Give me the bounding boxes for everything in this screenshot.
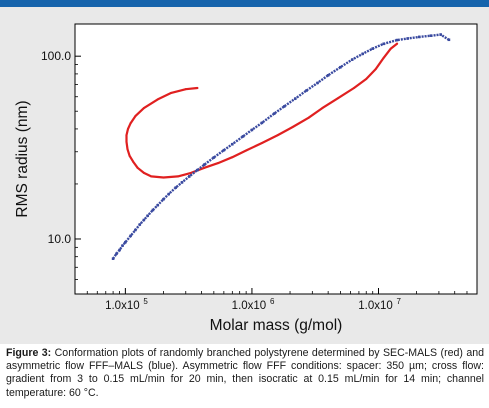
x-tick-label: 1.0x10 (105, 300, 140, 312)
sec-mals-point (184, 88, 187, 91)
sec-mals-point (203, 166, 206, 169)
aff-mals-point (231, 142, 234, 146)
y-tick-label: 10.0 (48, 232, 72, 246)
sec-mals-point (196, 86, 199, 89)
sec-mals-point (170, 91, 173, 94)
aff-mals-point (350, 58, 354, 61)
aff-mals-point (138, 223, 142, 226)
aff-mals-point (250, 128, 254, 132)
sec-mals-point (321, 107, 324, 110)
sec-mals-point (189, 171, 192, 174)
sec-mals-point (127, 127, 130, 130)
aff-mals-point (361, 52, 364, 56)
aff-mals-point (316, 81, 319, 85)
aff-mals-point (293, 97, 297, 100)
sec-mals-point (217, 162, 220, 165)
aff-mals-point (429, 34, 433, 37)
aff-mals-point (447, 38, 451, 42)
aff-mals-point (212, 156, 216, 159)
sec-mals-point (150, 175, 153, 178)
sec-mals-point (176, 175, 179, 178)
sec-mals-point (134, 115, 137, 118)
aff-mals-point (111, 257, 115, 260)
aff-mals-point (326, 74, 330, 77)
aff-mals-point (156, 203, 159, 207)
sec-mals-point (126, 148, 129, 151)
caption-label: Figure 3: (6, 347, 52, 359)
aff-mals-point (305, 89, 308, 92)
aff-mals-point (146, 214, 149, 218)
aff-mals-point (167, 192, 171, 196)
aff-mals-point (282, 105, 286, 108)
sec-mals-point (136, 166, 139, 169)
sec-mals-point (291, 125, 294, 128)
aff-mals-point (174, 186, 178, 189)
sec-mals-point (276, 134, 279, 137)
aff-mals-point (180, 181, 184, 184)
aff-mals-point (371, 47, 375, 50)
x-axis-title: Molar mass (g/mol) (210, 317, 343, 334)
x-tick-exponent: 6 (270, 297, 275, 306)
aff-mals-point (406, 37, 409, 40)
aff-mals-point (124, 240, 127, 244)
aff-mals-point (162, 197, 165, 201)
x-tick-label: 1.0x10 (358, 300, 393, 312)
sec-mals-point (365, 78, 368, 81)
y-axis-title: RMS radius (nm) (14, 100, 31, 217)
sec-mals-point (132, 160, 135, 163)
sec-mals-point (337, 97, 340, 100)
aff-mals-point (339, 65, 342, 69)
sec-mals-point (352, 86, 355, 89)
sec-mals-point (128, 154, 131, 157)
aff-mals-point (118, 248, 121, 252)
sec-mals-point (231, 156, 234, 159)
sec-mals-point (245, 149, 248, 152)
aff-mals-point (142, 218, 146, 222)
aff-mals-point (395, 38, 399, 42)
aff-mals-point (439, 33, 443, 36)
aff-mals-point (241, 135, 245, 138)
sec-mals-point (389, 47, 392, 50)
sec-mals-point (142, 171, 145, 174)
aff-mals-point (151, 208, 155, 212)
aff-mals-point (260, 121, 264, 125)
sec-mals-point (382, 56, 385, 59)
aff-mals-point (222, 148, 226, 152)
sec-mals-point (125, 134, 128, 137)
top-accent-bar (0, 0, 489, 7)
sec-mals-point (374, 68, 377, 71)
plot-area (74, 23, 478, 295)
sec-mals-point (307, 116, 310, 119)
sec-mals-point (162, 176, 165, 179)
aff-mals-point (121, 244, 124, 247)
aff-mals-point (202, 163, 206, 166)
aff-mals-point (382, 42, 386, 46)
aff-mals-point (188, 175, 191, 178)
aff-mals-point (195, 168, 199, 172)
sec-mals-point (156, 98, 159, 101)
x-tick-exponent: 7 (397, 297, 402, 306)
sec-mals-point (396, 42, 399, 45)
sec-mals-point (129, 122, 132, 125)
aff-mals-point (417, 35, 421, 39)
x-tick-label: 1.0x10 (232, 300, 267, 312)
figure-caption: Figure 3: Conformation plots of randomly… (6, 347, 484, 400)
x-tick-exponent: 5 (143, 297, 148, 306)
aff-mals-point (134, 228, 137, 232)
aff-mals-point (129, 234, 132, 238)
caption-text: Conformation plots of randomly branched … (6, 347, 485, 399)
sec-mals-point (260, 142, 263, 145)
sec-mals-point (142, 107, 145, 110)
aff-mals-point (272, 112, 276, 115)
sec-mals-point (125, 140, 128, 143)
y-tick-label: 100.0 (41, 49, 71, 63)
aff-mals-point (115, 252, 118, 256)
